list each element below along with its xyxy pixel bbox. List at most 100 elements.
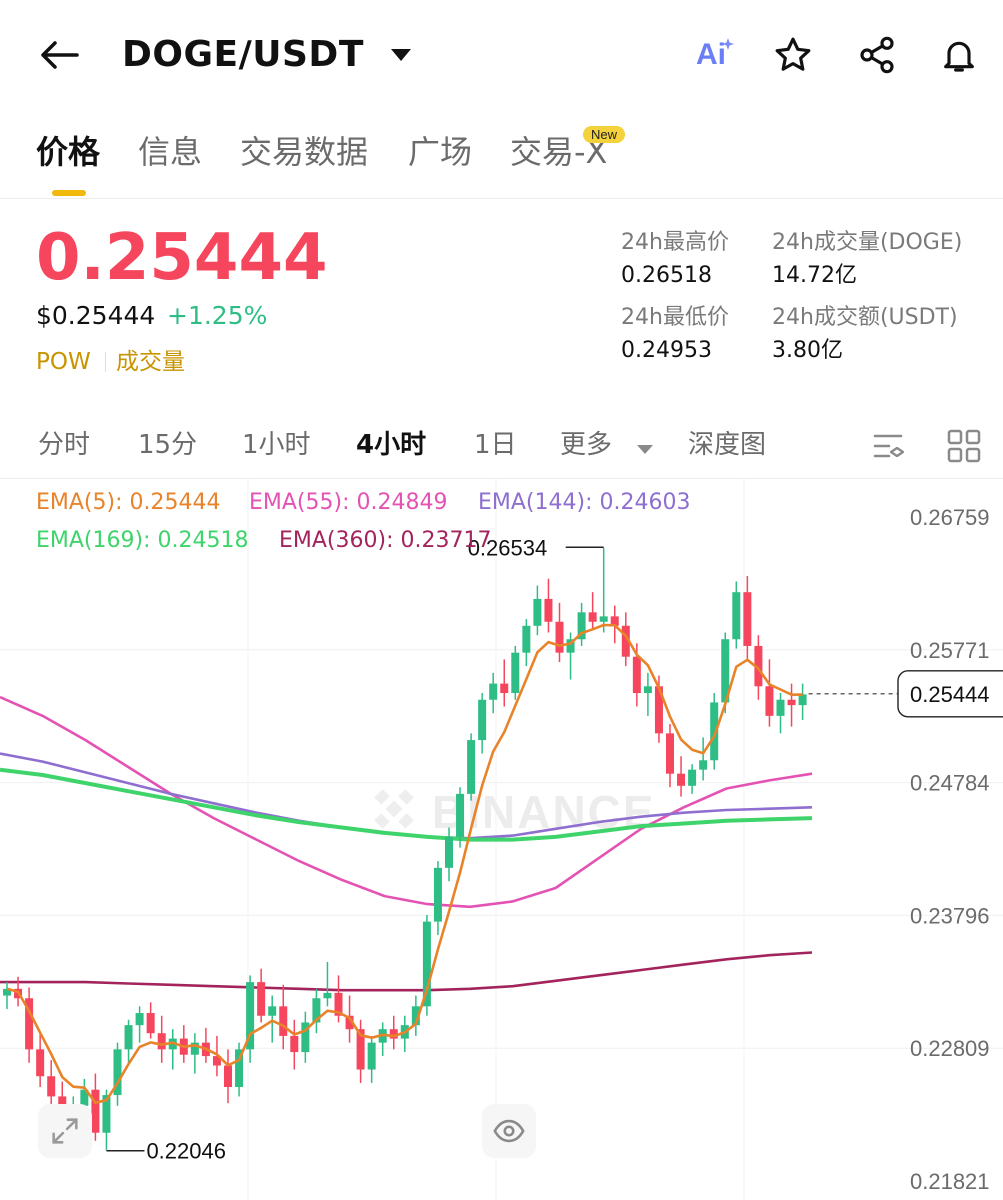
y-tick-label: 0.24784: [910, 771, 990, 796]
pair-title[interactable]: DOGE/USDT: [122, 34, 364, 75]
tab-trading-data[interactable]: 交易数据: [240, 133, 369, 171]
star-favorite-icon[interactable]: [768, 30, 818, 80]
tag-pow[interactable]: POW: [36, 349, 91, 375]
tag-volume[interactable]: 成交量: [116, 349, 185, 375]
candle-up: [235, 1049, 244, 1088]
ema360-line: [0, 951, 813, 992]
ema5-line: [6, 623, 803, 1105]
tab-square[interactable]: 广场: [408, 133, 473, 171]
tab-info[interactable]: 信息: [138, 133, 203, 171]
ema55-line: [0, 695, 813, 909]
candle-up: [467, 740, 476, 794]
candle-down: [146, 1013, 155, 1034]
candle-down: [389, 1029, 398, 1039]
fullscreen-expand-icon[interactable]: [38, 1104, 92, 1158]
y-tick-label: 0.25771: [910, 638, 990, 663]
candle-down: [224, 1065, 232, 1088]
ema5-legend: EMA(5): 0.25444: [36, 490, 221, 515]
y-axis: 0.26759 0.25771 0.24784 0.23796 0.22809 0.218…: [910, 505, 990, 1194]
candle-up: [3, 988, 11, 996]
candle-up: [577, 612, 586, 640]
candle-up: [478, 699, 487, 741]
ema-lines: [0, 695, 813, 992]
candle-down: [356, 1029, 365, 1070]
candle-up: [798, 694, 807, 706]
candle-down: [500, 683, 509, 694]
candle-down: [654, 686, 663, 734]
candle-down: [212, 1056, 221, 1066]
candle-down: [754, 645, 763, 687]
candle-up: [522, 625, 531, 653]
interval-15m[interactable]: 15分: [138, 430, 198, 460]
interval-time-share[interactable]: 分时: [38, 430, 91, 460]
candlestick-chart[interactable]: BINANCE 0.267590.257710.247840.237960.22…: [0, 478, 1003, 1200]
header: DOGE/USDT Ai: [0, 0, 1003, 115]
interval-more[interactable]: 更多: [560, 430, 613, 460]
stat-high-value: 0.26518: [621, 263, 712, 288]
candle-up: [566, 639, 575, 653]
candle-up: [246, 982, 255, 1050]
candle-up: [599, 616, 608, 622]
y-tick-label: 0.21821: [910, 1169, 990, 1194]
stat-amount-label: 24h成交额(USDT): [772, 305, 958, 330]
ema144-legend: EMA(144): 0.24603: [478, 490, 691, 515]
candle-down: [25, 998, 34, 1050]
candle-up: [456, 793, 465, 837]
pair-dropdown-caret-icon[interactable]: [376, 30, 426, 80]
candle-up: [124, 1025, 133, 1050]
interval-depth-chart[interactable]: 深度图: [688, 430, 767, 460]
candle-down: [610, 616, 619, 626]
candle-down: [588, 612, 597, 622]
candle-up: [301, 1022, 310, 1053]
candle-up: [489, 683, 498, 700]
candle-down: [544, 598, 553, 622]
more-caret-icon[interactable]: [636, 440, 654, 459]
candle-down: [91, 1089, 100, 1133]
candle-down: [279, 1006, 288, 1036]
last-price: 0.25444: [36, 221, 328, 295]
candle-down: [157, 1033, 166, 1050]
new-badge: New: [583, 126, 626, 143]
ai-assistant-icon[interactable]: Ai: [686, 30, 736, 80]
current-price-label: 0.25444: [910, 682, 990, 707]
ema169-line: [0, 767, 813, 842]
divider: [0, 478, 1003, 479]
candle-down: [666, 733, 674, 774]
candle-up: [312, 998, 321, 1023]
candle-up: [411, 1006, 420, 1026]
divider: [0, 198, 1003, 199]
ai-label: Ai: [696, 38, 726, 71]
candle-down: [621, 625, 630, 657]
interval-1d[interactable]: 1日: [474, 430, 517, 460]
candle-down: [787, 699, 796, 706]
candle-up: [80, 1089, 89, 1106]
interval-1h[interactable]: 1小时: [242, 430, 311, 460]
current-price-box: [897, 670, 1003, 718]
candle-up: [643, 686, 652, 694]
share-icon[interactable]: [852, 30, 902, 80]
candle-up: [367, 1042, 376, 1070]
candle-down: [36, 1049, 45, 1077]
candle-up: [190, 1042, 199, 1055]
ema169-legend: EMA(169): 0.24518: [36, 528, 249, 553]
candle-down: [555, 621, 564, 653]
stat-low-value: 0.24953: [621, 338, 712, 363]
layout-grid-icon[interactable]: [946, 428, 982, 468]
candle-up: [268, 1006, 277, 1016]
candle-down: [743, 592, 752, 646]
indicator-settings-icon[interactable]: [872, 428, 908, 468]
tab-price[interactable]: 价格: [36, 133, 101, 171]
y-tick-label: 0.22809: [910, 1036, 990, 1061]
bell-notification-icon[interactable]: [934, 30, 984, 80]
usd-price: $0.25444: [36, 301, 156, 330]
candle-down: [677, 773, 686, 786]
ema5-line-group: [6, 623, 803, 1105]
interval-4h[interactable]: 4小时: [356, 430, 427, 460]
stat-volume-label: 24h成交量(DOGE): [772, 230, 963, 255]
candle-up: [113, 1049, 122, 1096]
ema55-legend: EMA(55): 0.24849: [249, 490, 448, 515]
back-arrow-icon[interactable]: [34, 30, 84, 80]
candle-up: [433, 867, 442, 922]
eye-visibility-icon[interactable]: [482, 1104, 536, 1158]
candle-down: [334, 992, 343, 1016]
